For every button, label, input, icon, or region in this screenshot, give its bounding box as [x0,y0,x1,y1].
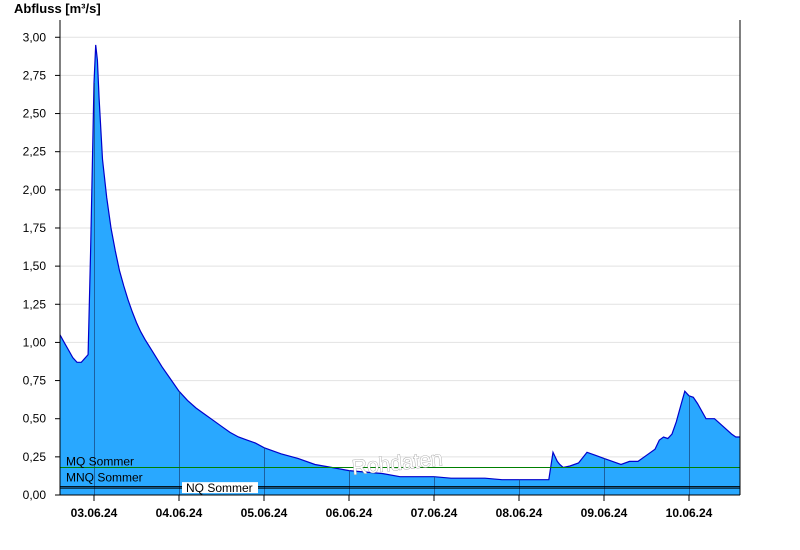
discharge-line [59,44,740,481]
nq-label-background [182,482,258,494]
x-axis-ticks: 03.06.24 04.06.24 05.06.24 06.06.24 07.06.24… [71,495,713,520]
x-tick-label: 10.06.24 [666,506,713,520]
discharge-series [59,44,740,496]
watermark-rohdaten: Rohdaten [351,447,444,479]
reference-lines: MQ Sommer MNQ Sommer NQ Sommer [60,455,740,495]
y-tick-label: 1,75 [23,221,47,235]
y-tick-label: 2,00 [23,183,47,197]
nq-sommer-label: NQ Sommer [186,481,253,495]
x-tick-label: 09.06.24 [581,506,628,520]
y-axis-label: Abfluss [m³/s] [14,1,101,16]
mnq-sommer-label: MNQ Sommer [66,471,143,485]
y-tick-label: 3,00 [23,30,47,44]
plot-frame [59,20,741,496]
x-tick-label: 08.06.24 [496,506,543,520]
y-tick-label: 2,75 [23,68,47,82]
y-tick-label: 1,25 [23,297,47,311]
x-tick-label: 06.06.24 [326,506,373,520]
x-tick-label: 05.06.24 [241,506,288,520]
y-tick-label: 0,00 [23,488,47,502]
y-tick-label: 0,75 [23,374,47,388]
y-tick-label: 0,50 [23,412,47,426]
x-tick-label: 07.06.24 [411,506,458,520]
x-tick-label: 04.06.24 [156,506,203,520]
discharge-area [60,44,740,496]
y-tick-label: 1,00 [23,335,47,349]
y-tick-label: 0,25 [23,450,47,464]
x-tick-label: 03.06.24 [71,506,118,520]
y-tick-label: 1,50 [23,259,47,273]
y-tick-label: 2,25 [23,145,47,159]
mq-sommer-label: MQ Sommer [66,455,134,469]
y-axis-ticks: 0,00 0,25 0,50 0,75 1,00 1,25 1,50 1,75 2,00 2,25… [23,30,60,502]
y-tick-label: 2,50 [23,107,47,121]
